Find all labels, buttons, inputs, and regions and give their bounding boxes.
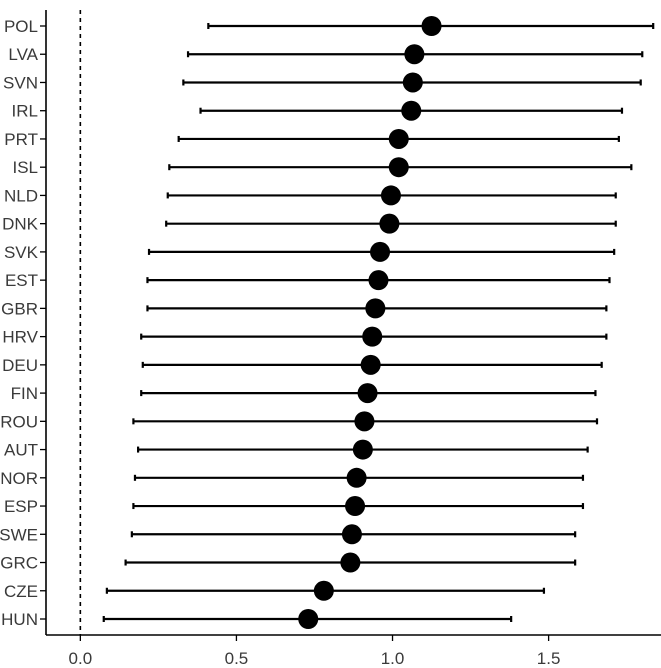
y-tick-label-rou: ROU [0,412,38,431]
x-tick-label: 0.0 [69,649,93,668]
y-tick-label-nld: NLD [4,186,38,205]
point-svk [370,241,391,262]
y-tick-label-lva: LVA [8,45,38,64]
point-prt [388,128,409,149]
y-tick-label-irl: IRL [12,102,38,121]
y-tick-label-isl: ISL [12,158,38,177]
y-tick-label-swe: SWE [0,525,38,544]
y-tick-label-gbr: GBR [1,299,38,318]
point-isl [388,157,409,178]
y-tick-label-cze: CZE [4,582,38,601]
point-esp [345,496,366,517]
y-tick-label-esp: ESP [4,497,38,516]
x-tick-label: 1.0 [381,649,405,668]
point-hrv [362,326,383,347]
y-tick-label-hrv: HRV [2,328,38,347]
point-grc [340,552,361,573]
x-tick-labels: 0.0 0.5 1.0 1.5 [69,635,561,668]
y-tick-label-aut: AUT [4,441,38,460]
point-cze [313,580,334,601]
y-tick-label-dnk: DNK [2,215,39,234]
y-tick-label-hun: HUN [1,610,38,629]
point-pol [421,16,442,36]
y-tick-label-nor: NOR [0,469,38,488]
point-rou [354,411,375,432]
x-tick-label: 0.5 [225,649,249,668]
point-deu [360,354,381,375]
y-tick-label-svn: SVN [3,73,38,92]
point-aut [352,439,373,460]
y-tick-label-grc: GRC [0,554,38,573]
y-tick-label-prt: PRT [4,130,38,149]
point-nld [380,185,401,206]
point-dnk [379,213,400,234]
point-est [368,270,389,291]
point-hun [298,609,319,629]
axes [45,10,661,636]
point-lva [404,44,425,65]
point-gbr [365,298,386,319]
point-svn [402,72,423,93]
y-tick-labels: POL LVA SVN IRL PRT ISL NLD DNK SVK EST GBR HRV DEU F… [0,17,46,629]
point-fin [357,383,378,404]
confidence-intervals [102,23,655,622]
y-tick-label-fin: FIN [11,384,38,403]
point-swe [341,524,362,545]
point-nor [346,467,367,488]
x-tick-label: 1.5 [537,649,561,668]
y-tick-label-pol: POL [4,17,38,36]
y-tick-label-deu: DEU [2,356,38,375]
point-irl [401,100,422,121]
point-estimates [298,16,442,629]
y-tick-label-svk: SVK [4,243,39,262]
y-tick-label-est: EST [5,271,38,290]
